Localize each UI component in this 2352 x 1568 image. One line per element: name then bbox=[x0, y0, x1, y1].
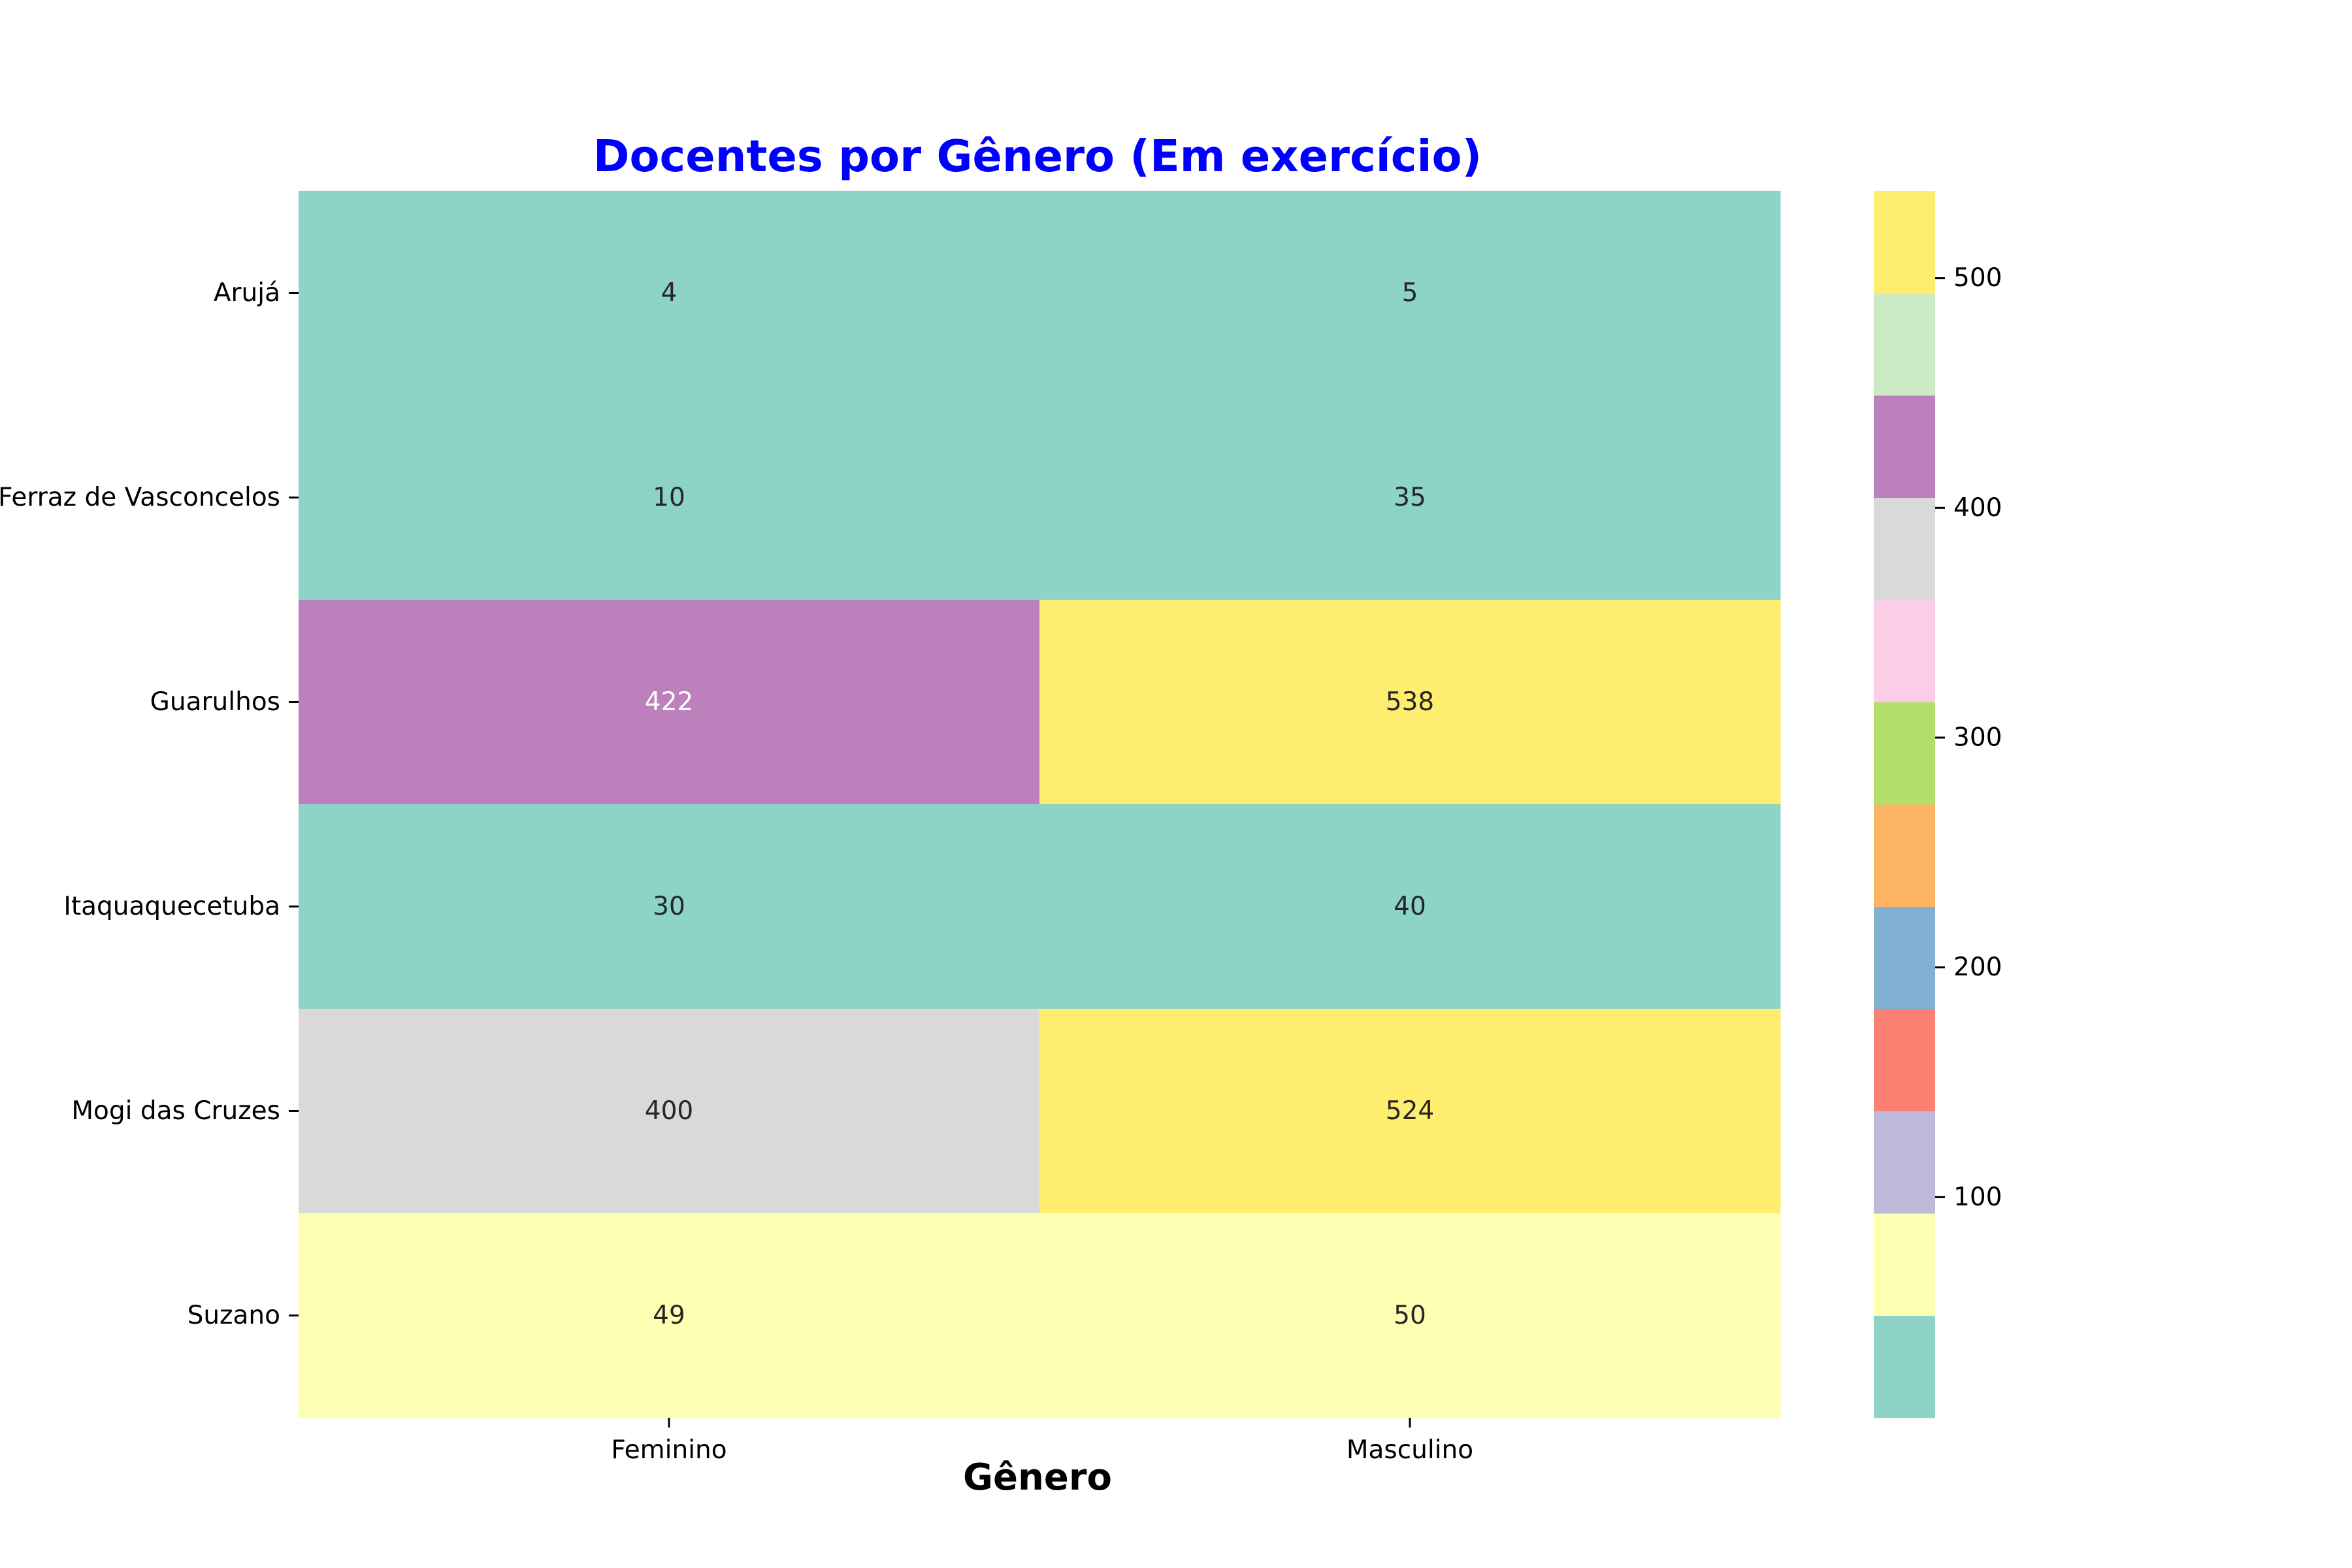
colorbar-segment bbox=[1874, 600, 1935, 702]
colorbar-segment bbox=[1874, 497, 1935, 600]
y-tick-label: Guarulhos bbox=[150, 687, 280, 717]
y-tick-label: Itaquaquecetuba bbox=[63, 892, 280, 921]
heatmap-cell bbox=[1039, 600, 1781, 805]
colorbar-tick-label: 500 bbox=[1953, 263, 2002, 293]
heatmap-cell-value: 40 bbox=[1394, 892, 1426, 921]
x-tick-label: Masculino bbox=[1347, 1435, 1473, 1465]
heatmap-cell-value: 10 bbox=[653, 483, 685, 512]
colorbar-segment bbox=[1874, 906, 1935, 1009]
heatmap-cell bbox=[1039, 804, 1781, 1009]
y-tick-label: Arujá bbox=[214, 278, 280, 308]
heatmap-cell-value: 49 bbox=[653, 1301, 685, 1330]
heatmap-cell-value: 4 bbox=[661, 278, 678, 308]
heatmap-cell bbox=[299, 600, 1040, 805]
colorbar-segment bbox=[1874, 293, 1935, 396]
colorbar-tick-label: 200 bbox=[1953, 953, 2002, 982]
heatmap-cell bbox=[299, 804, 1040, 1009]
colorbar-segment bbox=[1874, 702, 1935, 805]
colorbar-segment bbox=[1874, 1009, 1935, 1111]
chart-title: Docentes por Gênero (Em exercício) bbox=[593, 131, 1482, 182]
colorbar-tick-label: 100 bbox=[1953, 1183, 2002, 1212]
heatmap-cell-value: 400 bbox=[645, 1096, 693, 1126]
colorbar-segment bbox=[1874, 1213, 1935, 1316]
heatmap-cell bbox=[299, 1009, 1040, 1214]
heatmap-cell bbox=[1039, 395, 1781, 600]
heatmap-cell-value: 5 bbox=[1402, 278, 1418, 308]
heatmap-cell bbox=[1039, 191, 1781, 396]
heatmap-cell bbox=[1039, 1009, 1781, 1214]
x-axis-title: Gênero bbox=[963, 1456, 1112, 1499]
y-axis: Arujá Ferraz de Vasconcelos Guarulhos Itaqu… bbox=[0, 278, 299, 1330]
colorbar-segment bbox=[1874, 191, 1935, 293]
colorbar-segment bbox=[1874, 804, 1935, 907]
x-tick-label: Feminino bbox=[611, 1435, 727, 1465]
heatmap-cell-value: 50 bbox=[1394, 1301, 1426, 1330]
y-tick-label: Mogi das Cruzes bbox=[71, 1096, 280, 1126]
colorbar-tick-label: 400 bbox=[1953, 493, 2002, 523]
heatmap-cell-value: 422 bbox=[645, 687, 693, 717]
colorbar-tick-label: 300 bbox=[1953, 723, 2002, 753]
x-axis: Feminino Masculino bbox=[611, 1418, 1473, 1465]
heatmap-cell-value: 524 bbox=[1386, 1096, 1434, 1126]
heatmap-cell-labels: 4 5 10 35 422 538 30 40 400 524 49 50 bbox=[645, 278, 1434, 1330]
heatmap-cell bbox=[1039, 1213, 1781, 1418]
heatmap-cell-value: 30 bbox=[653, 892, 685, 921]
heatmap-cell bbox=[299, 395, 1040, 600]
colorbar-segment bbox=[1874, 395, 1935, 498]
y-tick-label: Suzano bbox=[188, 1301, 280, 1330]
heatmap-cell bbox=[299, 1213, 1040, 1418]
heatmap-cell-value: 538 bbox=[1386, 687, 1434, 717]
heatmap-cell bbox=[299, 191, 1040, 396]
y-tick-label: Ferraz de Vasconcelos bbox=[0, 483, 280, 512]
heatmap-cells bbox=[299, 191, 1781, 1418]
colorbar: 100 200 300 400 500 bbox=[1874, 191, 2002, 1418]
colorbar-segment bbox=[1874, 1111, 1935, 1214]
heatmap-cell-value: 35 bbox=[1394, 483, 1426, 512]
colorbar-segment bbox=[1874, 1315, 1935, 1418]
